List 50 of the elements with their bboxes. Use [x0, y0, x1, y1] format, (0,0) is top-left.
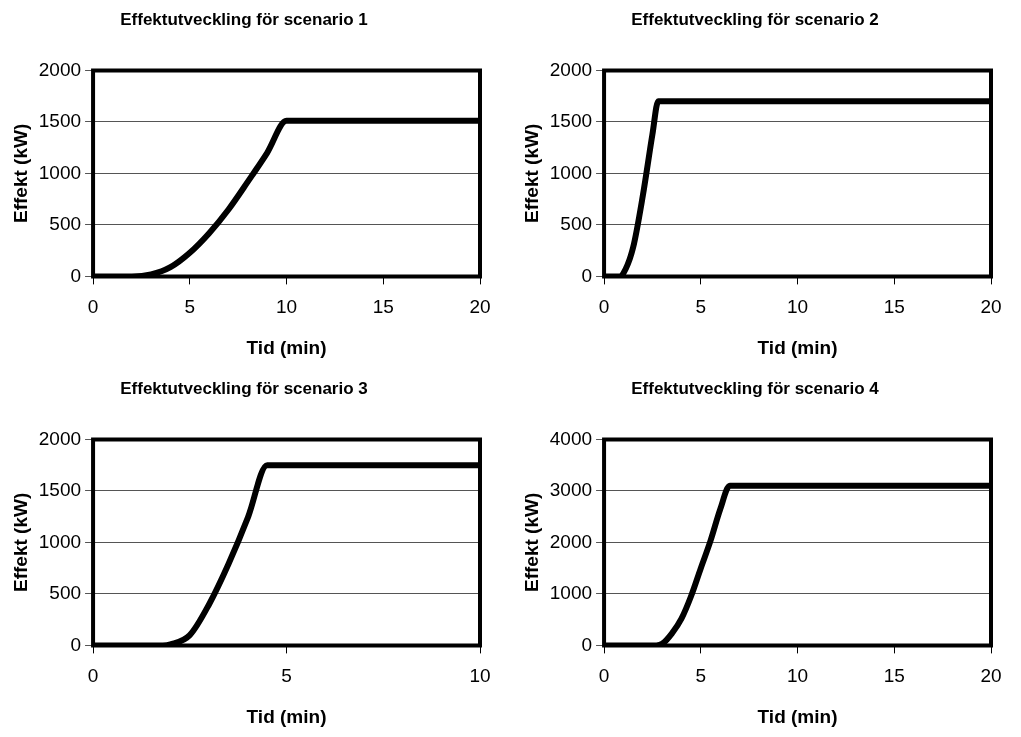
x-tick-label: 0: [87, 296, 99, 318]
x-tick-label: 10: [469, 665, 491, 687]
y-tick-label: 0: [70, 264, 82, 286]
y-tick-label: 0: [581, 264, 593, 286]
y-tick-label: 4000: [549, 427, 593, 449]
y-tick-label: 2000: [38, 427, 82, 449]
y-tick-label: 2000: [38, 58, 82, 80]
x-tick-label: 15: [883, 665, 905, 687]
y-tick-label: 1000: [38, 530, 82, 552]
y-axis-title: Effekt (kW): [520, 123, 542, 224]
y-tick-label: 1000: [549, 161, 593, 183]
x-axis-title: Tid (min): [246, 336, 327, 358]
y-tick-label: 500: [49, 213, 82, 235]
x-axis-title: Tid (min): [757, 336, 838, 358]
y-tick-label: 1000: [549, 582, 593, 604]
x-tick-label: 5: [281, 665, 292, 687]
y-tick-label: 1500: [38, 479, 82, 501]
y-tick-label: 2000: [549, 58, 593, 80]
y-tick-label: 3000: [549, 479, 593, 501]
chart-title: Effektutveckling för scenario 1: [120, 9, 368, 29]
x-tick-label: 20: [980, 665, 1002, 687]
x-axis-title: Tid (min): [757, 705, 838, 727]
chart-title: Effektutveckling för scenario 4: [631, 378, 880, 398]
y-tick-label: 1500: [549, 110, 593, 132]
y-tick-label: 1000: [38, 161, 82, 183]
x-axis-title: Tid (min): [246, 705, 327, 727]
y-tick-label: 2000: [549, 530, 593, 552]
y-axis-title: Effekt (kW): [9, 123, 31, 224]
chart-title: Effektutveckling för scenario 2: [631, 9, 879, 29]
y-axis-title: Effekt (kW): [520, 492, 542, 593]
x-tick-label: 15: [372, 296, 394, 318]
x-tick-label: 20: [980, 296, 1002, 318]
x-tick-label: 5: [695, 296, 707, 318]
x-tick-label: 5: [184, 296, 196, 318]
x-tick-label: 15: [883, 296, 905, 318]
chart-title: Effektutveckling för scenario 3: [120, 378, 368, 398]
y-axis-title: Effekt (kW): [9, 492, 31, 593]
y-tick-label: 1500: [38, 110, 82, 132]
x-tick-label: 0: [87, 665, 99, 687]
x-tick-label: 10: [786, 665, 809, 687]
x-tick-label: 20: [469, 296, 491, 318]
x-tick-label: 0: [598, 665, 610, 687]
y-tick-label: 500: [560, 213, 593, 235]
x-tick-label: 10: [786, 296, 809, 318]
x-tick-label: 5: [695, 665, 707, 687]
y-tick-label: 0: [581, 633, 593, 655]
y-tick-label: 500: [49, 582, 82, 604]
y-tick-label: 0: [70, 633, 82, 655]
x-tick-label: 10: [275, 296, 298, 318]
x-tick-label: 0: [598, 296, 610, 318]
